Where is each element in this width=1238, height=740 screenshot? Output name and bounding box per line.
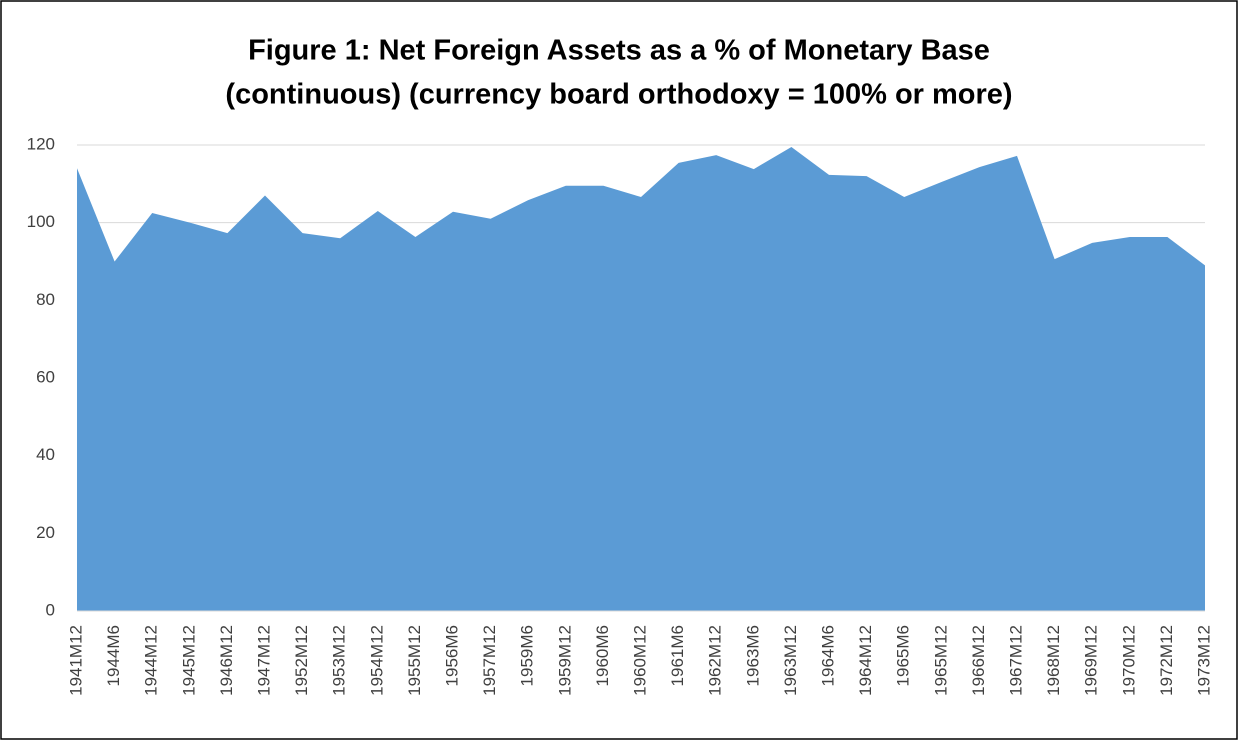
x-tick-label: 1944M12 [142,625,161,696]
y-tick-label: 0 [46,600,55,619]
y-tick-label: 60 [36,367,55,386]
x-tick-label: 1946M12 [217,625,236,696]
x-tick-label: 1964M6 [818,625,837,686]
x-tick-label: 1944M6 [104,625,123,686]
x-tick-label: 1957M12 [480,625,499,696]
x-tick-label: 1952M12 [292,625,311,696]
chart-title: (continuous) (currency board orthodoxy =… [225,79,1012,111]
x-tick-label: 1967M12 [1006,625,1025,696]
x-tick-label: 1947M12 [254,625,273,696]
x-tick-label: 1954M12 [367,625,386,696]
x-tick-label: 1973M12 [1194,625,1213,696]
x-tick-label: 1955M12 [405,625,424,696]
x-tick-label: 1963M12 [781,625,800,696]
x-tick-label: 1968M12 [1044,625,1063,696]
x-tick-label: 1969M12 [1082,625,1101,696]
y-tick-label: 120 [27,134,55,153]
y-tick-label: 20 [36,523,55,542]
x-tick-label: 1941M12 [66,625,85,696]
y-tick-label: 40 [36,445,55,464]
x-tick-label: 1959M6 [518,625,537,686]
x-tick-label: 1960M6 [593,625,612,686]
x-tick-label: 1962M12 [706,625,725,696]
x-tick-label: 1963M6 [743,625,762,686]
x-tick-label: 1965M12 [931,625,950,696]
x-tick-label: 1970M12 [1119,625,1138,696]
y-tick-label: 100 [27,212,55,231]
x-tick-label: 1966M12 [969,625,988,696]
area [77,146,1205,612]
x-tick-label: 1945M12 [179,625,198,696]
chart-title: Figure 1: Net Foreign Assets as a % of M… [248,35,990,67]
x-tick-label: 1959M12 [555,625,574,696]
x-tick-label: 1961M6 [668,625,687,686]
x-tick-label: 1953M12 [330,625,349,696]
x-tick-label: 1965M6 [894,625,913,686]
x-tick-label: 1972M12 [1157,625,1176,696]
x-tick-label: 1960M12 [630,625,649,696]
y-tick-label: 80 [36,290,55,309]
x-tick-label: 1964M12 [856,625,875,696]
x-tick-label: 1956M6 [442,625,461,686]
